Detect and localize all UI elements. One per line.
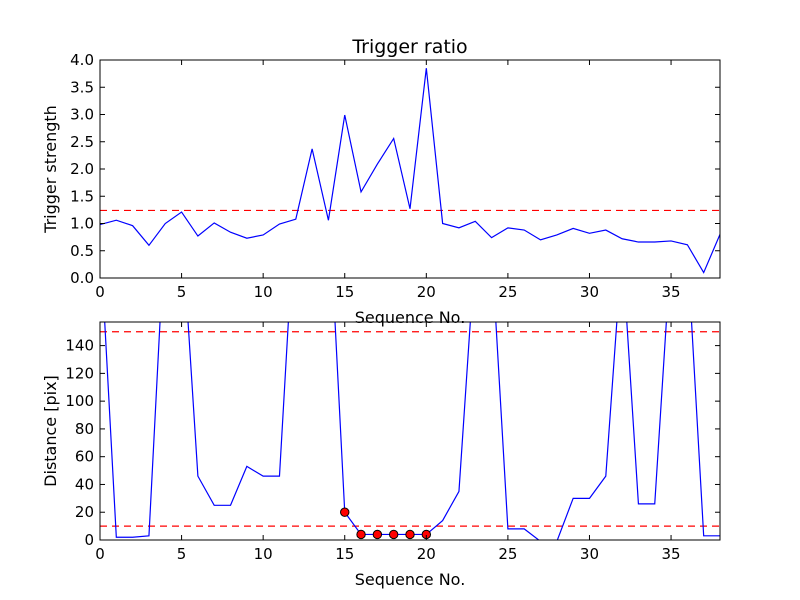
chart-0-x-tick-label: 35 [662, 283, 681, 301]
chart-1-y-tick-label: 40 [75, 475, 94, 493]
chart-0-y-tick-label: 3.0 [70, 106, 94, 124]
chart-1-highlight-point [388, 529, 399, 540]
chart-0-y-tick-label: 1.5 [70, 187, 94, 205]
chart-1-x-tick-label: 15 [335, 545, 354, 563]
chart-0-x-tick-label: 5 [177, 283, 187, 301]
chart-1-highlight-point [340, 507, 350, 517]
chart-1-x-tick-label: 5 [177, 545, 187, 563]
chart-0-x-tick-label: 0 [95, 283, 105, 301]
chart-1-x-tick-label: 0 [95, 545, 105, 563]
chart-1-x-tick-label: 10 [254, 545, 273, 563]
chart-0-y-tick-label: 1.0 [70, 215, 94, 233]
trigger-ratio-panel: 0 5 10 15 20 25 30 35 0.0 0.5 1.0 1.5 2.0 2.5 3.0 3.5 4.… [41, 36, 721, 327]
distance-panel: 0 5 10 15 20 25 30 35 0 20 40 60 80 100 120 140 Sequence… [41, 321, 721, 589]
chart-1-x-tick-label: 35 [662, 545, 681, 563]
chart-1-y-tick-label: 120 [65, 364, 94, 382]
chart-0-series-line-0 [100, 68, 720, 274]
chart-0-y-tick-label: 0.5 [70, 242, 94, 260]
chart-0-x-tick-label: 10 [254, 283, 273, 301]
chart-0-x-tick-label: 20 [417, 283, 436, 301]
chart-0-x-axis-label: Sequence No. [355, 308, 466, 327]
chart-1-series-line-0 [104, 322, 720, 540]
chart-0-x-tick-label: 25 [498, 283, 517, 301]
chart-1-x-tick-label: 20 [417, 545, 436, 563]
chart-0-y-tick-label: 0.0 [70, 269, 94, 287]
chart-0-y-tick-label: 3.5 [70, 78, 94, 96]
chart-0-x-tick-label: 15 [335, 283, 354, 301]
chart-1-y-tick-label: 140 [65, 337, 94, 355]
chart-0-plot-area [100, 68, 720, 274]
chart-1-x-tick-label: 30 [580, 545, 599, 563]
chart-0-x-tick-label: 30 [580, 283, 599, 301]
chart-1-y-tick-label: 80 [75, 420, 94, 438]
chart-1-highlight-point [372, 529, 383, 540]
chart-0-y-tick-label: 4.0 [70, 51, 94, 69]
chart-1-y-axis-label: Distance [pix] [41, 375, 60, 487]
chart-1-highlight-point [405, 529, 415, 540]
chart-0-y-axis-label: Trigger strength [41, 105, 60, 234]
chart-0-title: Trigger ratio [351, 36, 467, 58]
chart-0-axes-frame [99, 59, 721, 279]
chart-1-y-tick-label: 60 [75, 448, 94, 466]
chart-1-x-tick-label: 25 [498, 545, 517, 563]
chart-0-y-tick-label: 2.5 [70, 133, 94, 151]
chart-1-plot-area [104, 322, 720, 540]
chart-1-y-tick-label: 20 [75, 503, 94, 521]
chart-0-y-tick-label: 2.0 [70, 160, 94, 178]
chart-1-axes-frame [99, 321, 721, 541]
chart-1-y-tick-label: 100 [65, 392, 94, 410]
chart-1-y-tick-label: 0 [84, 531, 94, 549]
chart-1-x-axis-label: Sequence No. [355, 570, 466, 589]
chart-1-highlight-point [356, 529, 366, 540]
